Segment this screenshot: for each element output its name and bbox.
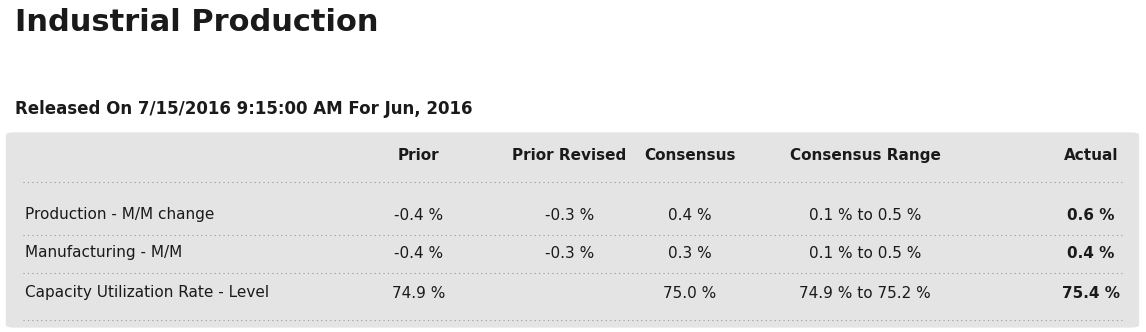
Text: Production - M/M change: Production - M/M change <box>25 208 214 222</box>
Text: Industrial Production: Industrial Production <box>15 8 378 37</box>
Text: 0.4 %: 0.4 % <box>1067 245 1115 261</box>
Text: 74.9 %: 74.9 % <box>392 286 445 300</box>
Text: 0.1 % to 0.5 %: 0.1 % to 0.5 % <box>809 245 921 261</box>
Text: 0.1 % to 0.5 %: 0.1 % to 0.5 % <box>809 208 921 222</box>
Text: -0.4 %: -0.4 % <box>394 245 442 261</box>
Text: 74.9 % to 75.2 %: 74.9 % to 75.2 % <box>800 286 931 300</box>
Text: 0.3 %: 0.3 % <box>668 245 712 261</box>
Text: -0.3 %: -0.3 % <box>545 245 594 261</box>
Text: Consensus: Consensus <box>644 148 736 163</box>
Text: Released On 7/15/2016 9:15:00 AM For Jun, 2016: Released On 7/15/2016 9:15:00 AM For Jun… <box>15 100 472 118</box>
Text: -0.4 %: -0.4 % <box>394 208 442 222</box>
Text: Prior Revised: Prior Revised <box>512 148 627 163</box>
Text: Consensus Range: Consensus Range <box>790 148 941 163</box>
Text: Capacity Utilization Rate - Level: Capacity Utilization Rate - Level <box>25 286 269 300</box>
Text: Actual: Actual <box>1063 148 1118 163</box>
Text: -0.3 %: -0.3 % <box>545 208 594 222</box>
Text: 0.4 %: 0.4 % <box>668 208 712 222</box>
Text: 75.0 %: 75.0 % <box>664 286 716 300</box>
Text: Prior: Prior <box>398 148 439 163</box>
Text: Manufacturing - M/M: Manufacturing - M/M <box>25 245 182 261</box>
Text: 75.4 %: 75.4 % <box>1062 286 1120 300</box>
Text: 0.6 %: 0.6 % <box>1067 208 1115 222</box>
